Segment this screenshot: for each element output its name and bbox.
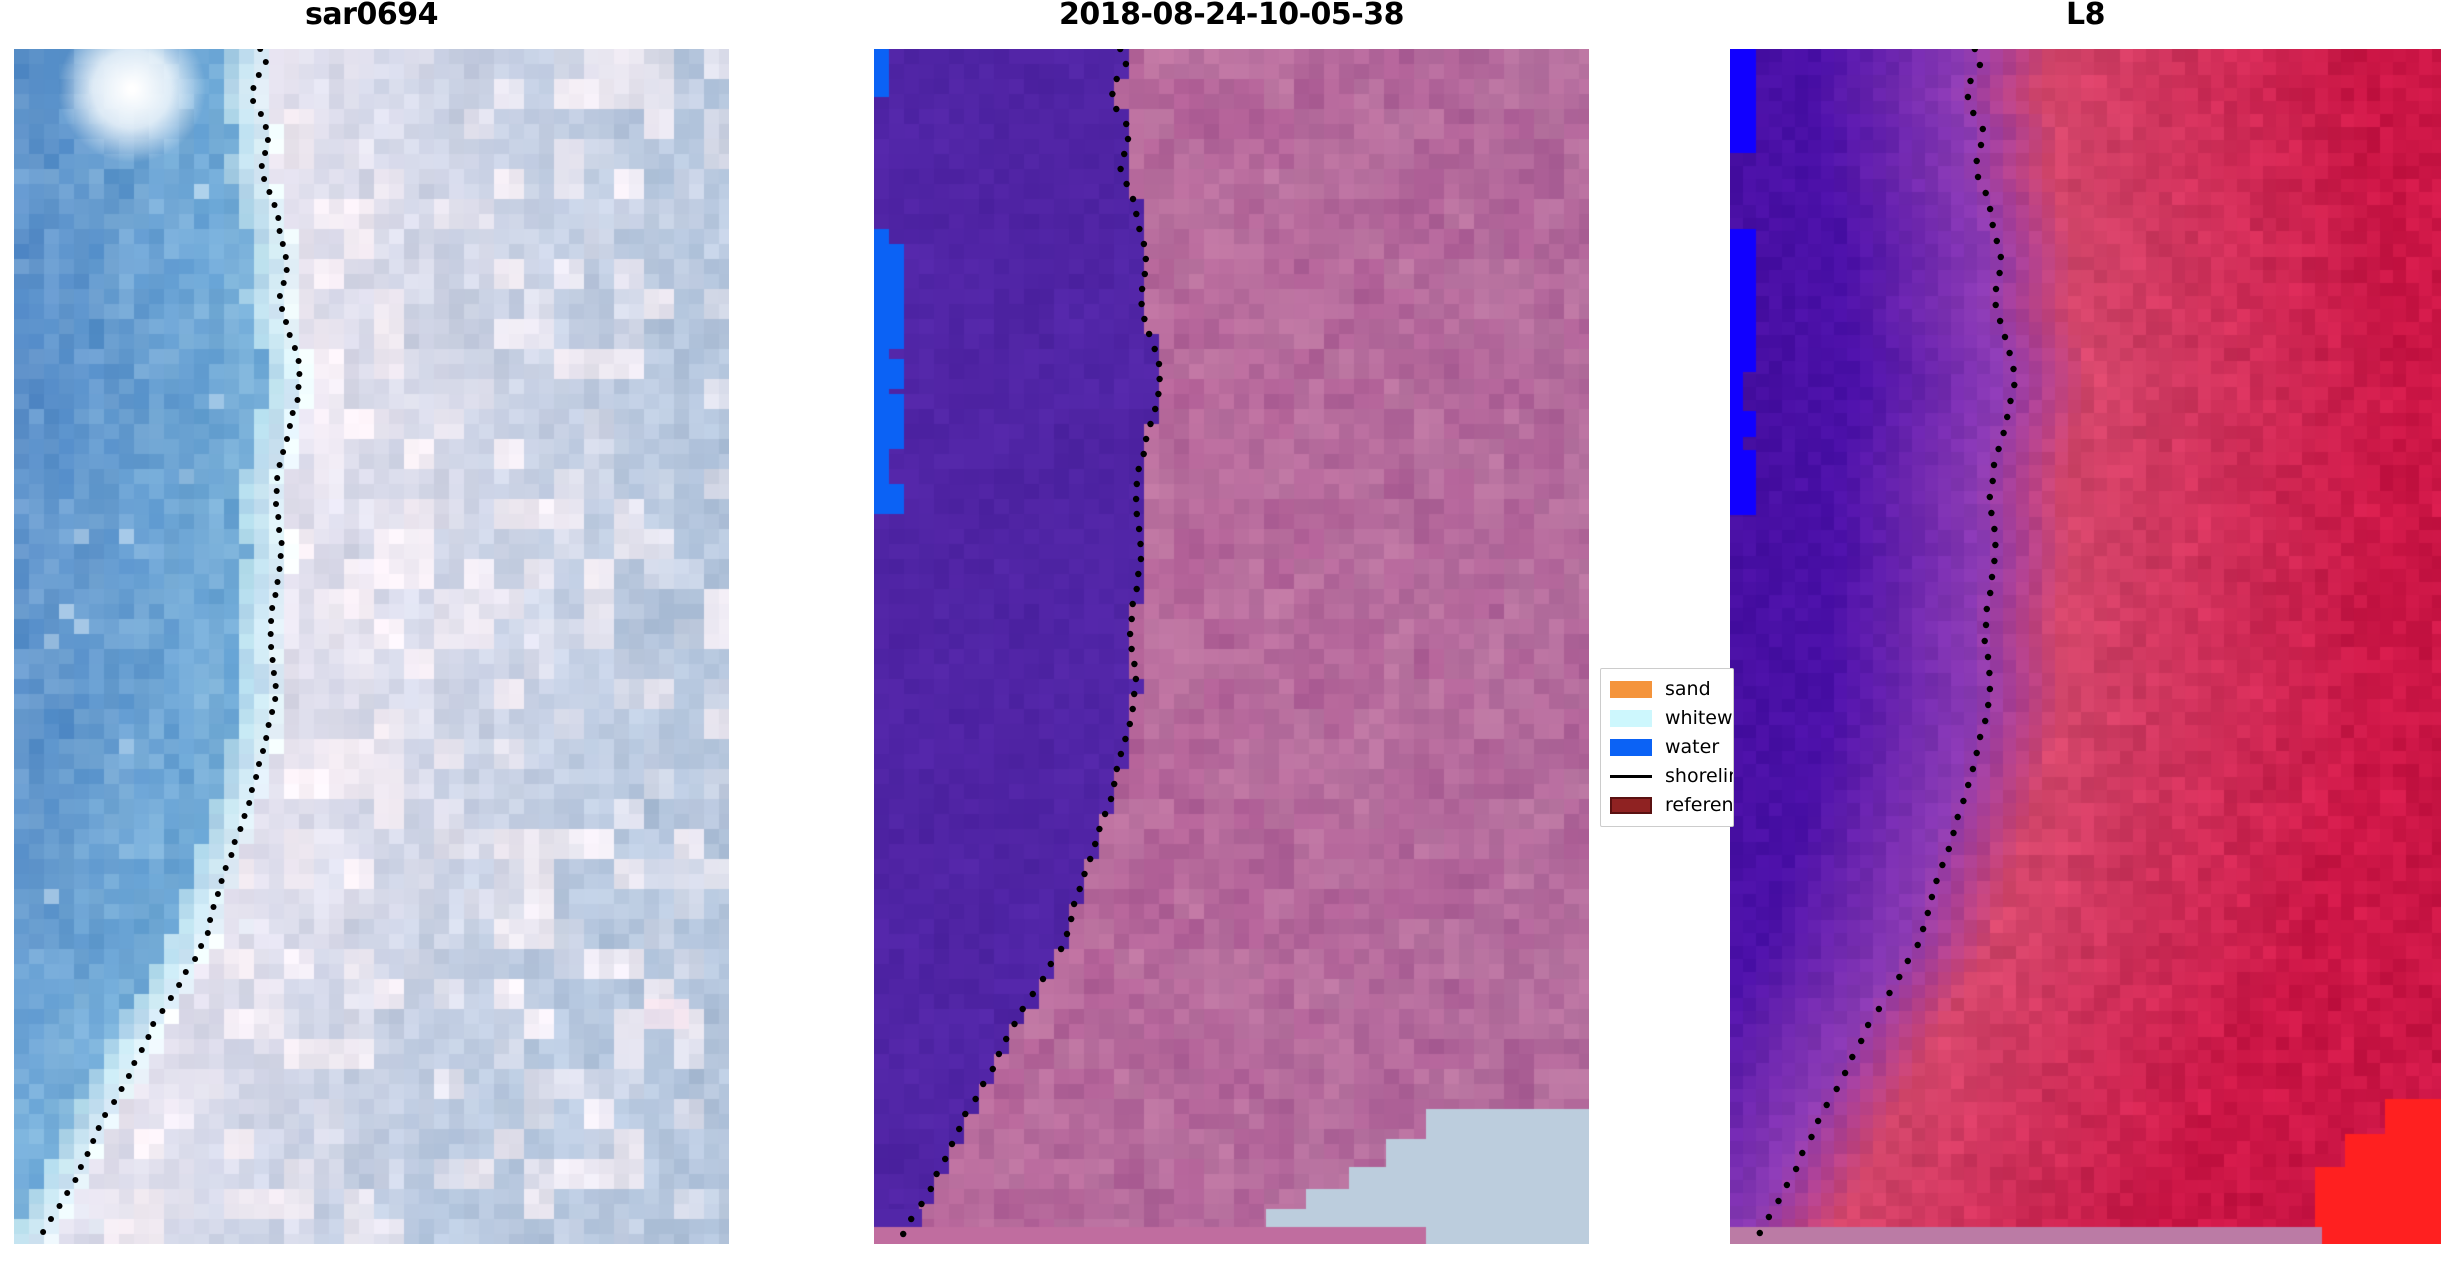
panel-title-classified: 2018-08-24-10-05-38 bbox=[1059, 0, 1405, 32]
legend-item-whitewater: whitewater bbox=[1601, 704, 1733, 733]
legend-box: sand whitewater water shoreline referenc… bbox=[1600, 668, 1734, 827]
sand-swatch-icon bbox=[1610, 681, 1652, 698]
legend-label-water: water bbox=[1665, 736, 1720, 758]
classified-shoreline-overlay bbox=[900, 49, 1163, 1238]
legend-label-whitewater: whitewater bbox=[1665, 707, 1733, 729]
panel-title-l8: L8 bbox=[2066, 0, 2106, 32]
panel-image-classified bbox=[874, 49, 1589, 1244]
legend-item-water: water bbox=[1601, 733, 1733, 762]
legend-item-shoreline: shoreline bbox=[1601, 762, 1733, 791]
panel-sar0694: sar0694 bbox=[14, 0, 729, 1283]
shoreline-line-icon bbox=[1610, 768, 1652, 785]
legend-item-sand: sand bbox=[1601, 675, 1733, 704]
reference-swatch-icon bbox=[1610, 797, 1652, 814]
panel-title-sar0694: sar0694 bbox=[305, 0, 438, 32]
panel-image-sar0694 bbox=[14, 49, 729, 1244]
classified-image-canvas bbox=[874, 49, 1589, 1244]
legend-label-reference: reference bbox=[1665, 794, 1734, 816]
panel-classified: 2018-08-24-10-05-38 bbox=[874, 0, 1589, 1283]
legend-label-sand: sand bbox=[1665, 678, 1711, 700]
panel-image-l8 bbox=[1730, 49, 2441, 1244]
sar-image-canvas bbox=[14, 49, 729, 1244]
l8-shoreline-overlay bbox=[1756, 49, 2018, 1237]
legend-label-shoreline: shoreline bbox=[1665, 765, 1733, 787]
water-swatch-icon bbox=[1610, 739, 1652, 756]
legend-item-reference: reference bbox=[1601, 791, 1733, 820]
whitewater-swatch-icon bbox=[1610, 710, 1652, 727]
l8-image-canvas bbox=[1730, 49, 2441, 1244]
sar-shoreline-overlay bbox=[40, 49, 303, 1235]
panel-l8: L8 bbox=[1730, 0, 2441, 1283]
